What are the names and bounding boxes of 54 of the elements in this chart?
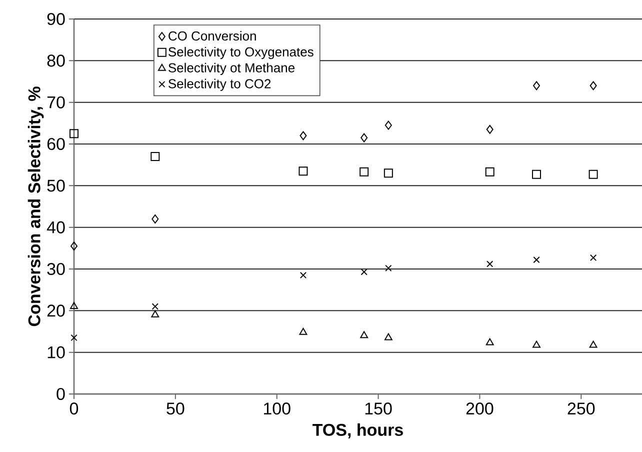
y-tick-label: 60	[47, 138, 65, 150]
point	[486, 260, 494, 268]
point	[385, 264, 392, 272]
point	[532, 170, 542, 179]
point	[590, 254, 597, 262]
point	[360, 268, 368, 276]
point	[70, 302, 78, 309]
point	[70, 129, 79, 138]
legend-label: CO Conversion	[168, 31, 256, 41]
y-tick-label: 80	[47, 54, 65, 67]
point	[300, 272, 307, 279]
point	[152, 214, 159, 224]
point	[70, 334, 78, 342]
point	[70, 242, 78, 251]
point	[384, 168, 393, 178]
x-tick-label: 0	[70, 402, 78, 415]
point	[299, 328, 308, 335]
y-tick-label: 0	[56, 388, 65, 400]
y-tick-label: 50	[47, 180, 65, 192]
point	[486, 124, 494, 134]
point	[298, 166, 308, 176]
point	[384, 333, 392, 340]
point	[532, 340, 540, 348]
point	[150, 152, 160, 161]
legend-label: Selectivity to CO2	[168, 78, 271, 91]
y-tick-label: 20	[47, 304, 65, 317]
point	[300, 131, 307, 140]
legend-label: Selectivity to Oxygenates	[168, 46, 314, 60]
point	[384, 120, 392, 130]
y-tick-label: 30	[47, 262, 65, 276]
y-axis-title: Conversion and Selectivity, %	[28, 86, 44, 326]
point	[360, 167, 369, 176]
point	[485, 167, 494, 176]
point	[533, 81, 540, 90]
point	[588, 170, 598, 179]
point	[151, 310, 160, 318]
x-tick-label: 250	[568, 402, 595, 415]
x-tick-label: 50	[166, 402, 184, 415]
x-tick-label: 150	[365, 402, 392, 415]
point	[589, 340, 598, 348]
point	[590, 81, 597, 90]
x-tick-label: 100	[264, 402, 290, 415]
y-tick-label: 40	[46, 221, 65, 234]
y-tick-label: 90	[47, 12, 65, 26]
point	[486, 338, 494, 346]
y-tick-label: 70	[47, 96, 65, 108]
legend-label: Selectivity ot Methane	[168, 62, 294, 75]
point	[152, 303, 158, 310]
point	[360, 133, 368, 142]
y-tick-label: 10	[48, 346, 65, 358]
x-axis-title: TOS, hours	[312, 423, 403, 438]
point	[533, 256, 540, 264]
x-tick-label: 200	[466, 402, 494, 415]
point	[360, 331, 368, 338]
